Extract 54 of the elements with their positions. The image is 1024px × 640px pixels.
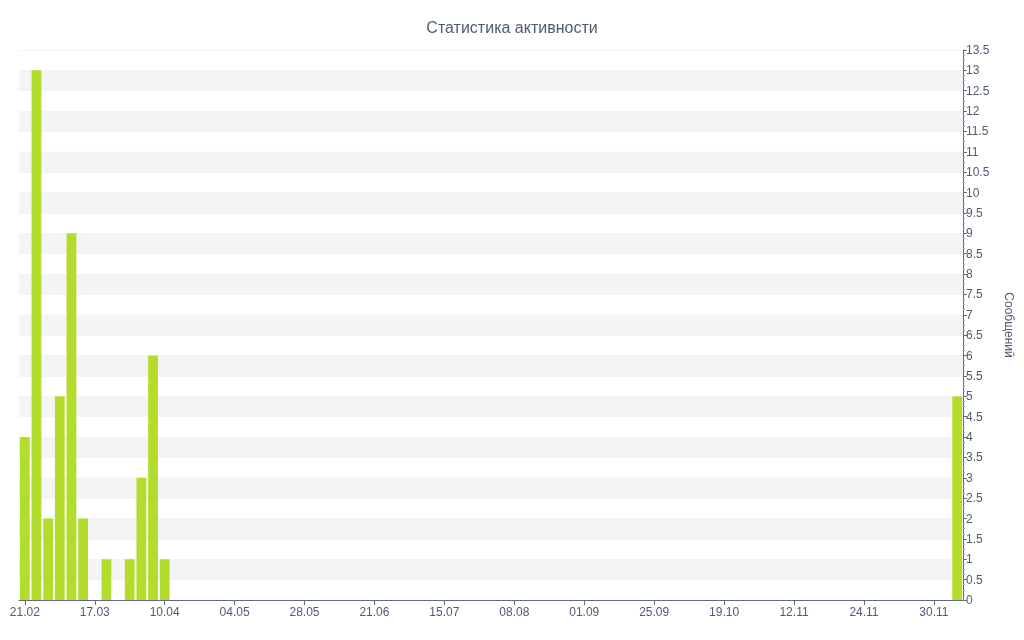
bar bbox=[54, 396, 65, 600]
x-tick-label: 01.09 bbox=[569, 605, 600, 619]
y-tick-label: 12 bbox=[966, 104, 980, 119]
x-tick-label: 04.05 bbox=[219, 605, 250, 619]
y-tick-label: 11 bbox=[966, 144, 979, 159]
y-tick-label: 3 bbox=[966, 470, 973, 485]
x-tick-label: 12.11 bbox=[779, 605, 809, 619]
x-tick-label: 21.02 bbox=[9, 605, 41, 619]
x-tick-label: 21.06 bbox=[359, 605, 390, 619]
bar bbox=[43, 518, 54, 600]
y-tick-label: 7 bbox=[966, 307, 973, 322]
y-tick-label: 2 bbox=[966, 511, 973, 526]
bar bbox=[159, 559, 170, 600]
bar bbox=[19, 437, 30, 600]
x-tick-label: 30.11 bbox=[919, 605, 949, 619]
y-tick-label: 9 bbox=[966, 226, 973, 241]
bar bbox=[66, 233, 77, 600]
y-tick-label: 6 bbox=[966, 348, 973, 363]
y-tick-label: 0.5 bbox=[966, 572, 984, 587]
y-tick-label: 13 bbox=[966, 63, 980, 78]
y-tick-label: 4 bbox=[966, 430, 973, 445]
y-tick-label: 10.5 bbox=[966, 165, 990, 180]
y-tick-label: 0 bbox=[966, 593, 973, 607]
y-tick-label: 10 bbox=[966, 185, 980, 200]
bar bbox=[148, 355, 158, 600]
x-tick-label: 08.08 bbox=[499, 605, 530, 619]
y-tick-label: 4.5 bbox=[966, 409, 984, 424]
bar bbox=[101, 559, 112, 600]
x-tick-label: 15.07 bbox=[429, 605, 460, 619]
y-tick-label: 9.5 bbox=[966, 205, 984, 220]
bar bbox=[31, 70, 42, 600]
y-axis-title: Сообщений bbox=[1002, 292, 1016, 358]
y-tick-label: 8 bbox=[966, 267, 973, 282]
y-tick-label: 11.5 bbox=[966, 124, 989, 139]
y-tick-label: 6.5 bbox=[966, 328, 984, 343]
y-tick-label: 5 bbox=[966, 389, 973, 404]
x-tick-label: 19.10 bbox=[709, 605, 740, 619]
y-tick-label: 13.5 bbox=[966, 43, 990, 57]
y-tick-label: 7.5 bbox=[966, 287, 984, 302]
bar bbox=[78, 518, 88, 600]
y-tick-label: 1 bbox=[966, 552, 973, 567]
y-tick-label: 5.5 bbox=[966, 368, 984, 383]
x-tick-label: 10.04 bbox=[149, 605, 181, 619]
y-tick-label: 1.5 bbox=[966, 531, 984, 546]
x-tick-label: 28.05 bbox=[289, 605, 320, 619]
chart-title: Статистика активности bbox=[426, 18, 598, 36]
x-tick-label: 24.11 bbox=[849, 605, 879, 619]
bar bbox=[952, 396, 963, 600]
y-tick-label: 8.5 bbox=[966, 246, 984, 261]
x-tick-label: 25.09 bbox=[639, 605, 670, 619]
x-tick-label: 17.03 bbox=[79, 605, 111, 619]
y-tick-label: 2.5 bbox=[966, 491, 984, 506]
y-tick-label: 3.5 bbox=[966, 450, 984, 465]
y-tick-label: 12.5 bbox=[966, 83, 990, 98]
